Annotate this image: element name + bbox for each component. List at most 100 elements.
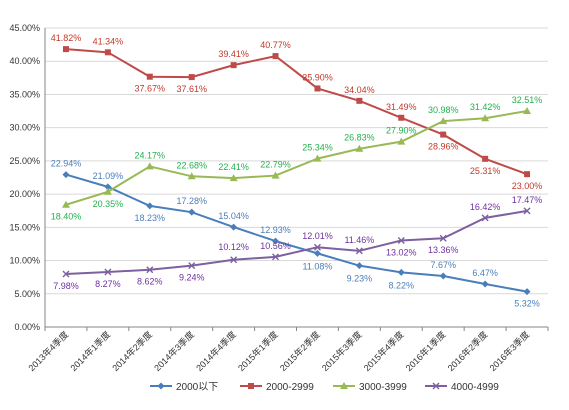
x-tick-label: 2016年3季度 xyxy=(487,329,532,374)
data-point-stroke xyxy=(439,234,447,242)
data-point-stroke xyxy=(355,247,363,255)
data-label: 16.42% xyxy=(470,202,501,212)
data-label: 17.47% xyxy=(512,195,543,205)
x-tick-label: 2015年4季度 xyxy=(361,329,406,374)
y-tick-label: 30.00% xyxy=(9,123,40,133)
data-label: 10.56% xyxy=(260,241,291,251)
legend-item: 2000-2999 xyxy=(240,382,314,393)
y-tick-label: 40.00% xyxy=(9,56,40,66)
data-label: 25.34% xyxy=(302,143,333,153)
data-point xyxy=(432,382,440,390)
data-label: 34.04% xyxy=(344,85,375,95)
data-label: 35.90% xyxy=(302,72,333,82)
y-tick-label: 10.00% xyxy=(9,256,40,266)
data-label: 8.22% xyxy=(389,280,415,290)
data-point xyxy=(188,74,195,81)
data-point xyxy=(104,268,112,276)
data-label: 6.47% xyxy=(472,268,498,278)
series-line xyxy=(65,209,528,275)
data-label: 7.98% xyxy=(53,281,79,291)
data-label: 17.28% xyxy=(176,196,207,206)
data-label: 18.40% xyxy=(51,212,82,222)
x-tick-label: 2016年1季度 xyxy=(403,329,448,374)
series-markers xyxy=(62,171,531,296)
y-tick-label: 35.00% xyxy=(9,89,40,99)
data-point xyxy=(439,234,447,242)
data-point xyxy=(62,171,70,179)
series-data-labels: 7.98% 8.27% 8.62% 9.24% 10.12% 10.56% 12.01% 11… xyxy=(53,195,542,291)
series-data-labels: 41.82% 41.34% 37.67% 37.61% 39.41% 40.77% 35.9… xyxy=(51,33,543,191)
data-point xyxy=(523,288,531,296)
data-label: 22.68% xyxy=(176,160,207,170)
legend-label: 2000-2999 xyxy=(266,382,314,393)
data-point-stroke xyxy=(146,266,154,274)
data-label: 41.82% xyxy=(51,33,82,43)
x-tick-label: 2015年3季度 xyxy=(319,329,364,374)
data-label: 31.42% xyxy=(470,102,501,112)
data-label: 40.77% xyxy=(260,40,291,50)
data-point xyxy=(62,46,69,53)
series-line xyxy=(65,173,528,293)
data-point xyxy=(61,200,70,208)
legend-item: 2000以下 xyxy=(150,382,218,393)
data-label: 37.67% xyxy=(135,84,166,94)
series-line xyxy=(65,110,528,206)
data-point-stroke xyxy=(104,268,112,276)
data-label: 8.62% xyxy=(137,277,163,287)
x-tick-label: 2013年4季度 xyxy=(26,329,71,374)
data-label: 10.12% xyxy=(218,242,249,252)
data-point xyxy=(313,249,321,257)
data-label: 12.93% xyxy=(260,225,291,235)
data-point xyxy=(439,117,448,125)
x-tick-label: 2015年2季度 xyxy=(277,329,322,374)
x-tick-label: 2014年4季度 xyxy=(193,329,238,374)
legend-item: 4000-4999 xyxy=(425,382,499,393)
data-point xyxy=(157,382,165,390)
data-point xyxy=(481,114,490,122)
data-point-stroke xyxy=(523,207,531,215)
data-label: 31.49% xyxy=(386,102,417,112)
x-tick-label: 2014年2季度 xyxy=(110,329,155,374)
data-label: 9.24% xyxy=(179,273,205,283)
series-markers xyxy=(61,106,532,208)
data-point xyxy=(272,53,279,60)
legend: 2000以下 2000-2999 3000-3999 4000-4999 xyxy=(150,382,499,393)
data-point xyxy=(187,172,196,180)
data-label: 41.34% xyxy=(93,36,124,46)
data-label: 39.41% xyxy=(218,49,249,59)
data-label: 7.67% xyxy=(430,260,456,270)
data-point xyxy=(355,144,364,152)
legend-label: 4000-4999 xyxy=(451,382,499,393)
x-tick-label: 2014年3季度 xyxy=(152,329,197,374)
data-point xyxy=(398,114,405,121)
data-point xyxy=(356,97,363,104)
data-label: 22.94% xyxy=(51,159,82,169)
data-label: 11.46% xyxy=(344,235,374,245)
data-label: 15.04% xyxy=(218,211,249,221)
series-data-labels: 18.40% 20.35% 24.17% 22.68% 22.41% 22.79% 25.3… xyxy=(51,95,543,222)
data-point xyxy=(146,202,154,210)
y-tick-label: 20.00% xyxy=(9,189,40,199)
data-label: 20.35% xyxy=(93,199,124,209)
data-label: 21.09% xyxy=(93,171,124,181)
data-label: 5.32% xyxy=(514,299,540,309)
data-label: 11.08% xyxy=(303,261,333,271)
data-point xyxy=(104,49,111,56)
x-tick-label: 2014年1季度 xyxy=(68,329,113,374)
data-label: 27.90% xyxy=(386,126,417,136)
data-point-stroke xyxy=(397,236,405,244)
data-point-stroke xyxy=(188,262,196,270)
data-label: 9.23% xyxy=(347,274,373,284)
data-point xyxy=(481,280,489,288)
data-point xyxy=(397,236,405,244)
x-tick-label: 2016年2季度 xyxy=(445,329,490,374)
data-label: 23.00% xyxy=(512,181,543,191)
data-point xyxy=(397,268,405,276)
data-label: 26.83% xyxy=(344,133,375,143)
series-data-labels: 22.94% 21.09% 18.23% 17.28% 15.04% 12.93% 11.0… xyxy=(51,159,540,309)
data-label: 13.02% xyxy=(386,247,417,257)
y-tick-label: 15.00% xyxy=(9,222,40,232)
data-point xyxy=(188,262,196,270)
x-tick-label: 2015年1季度 xyxy=(235,329,280,374)
